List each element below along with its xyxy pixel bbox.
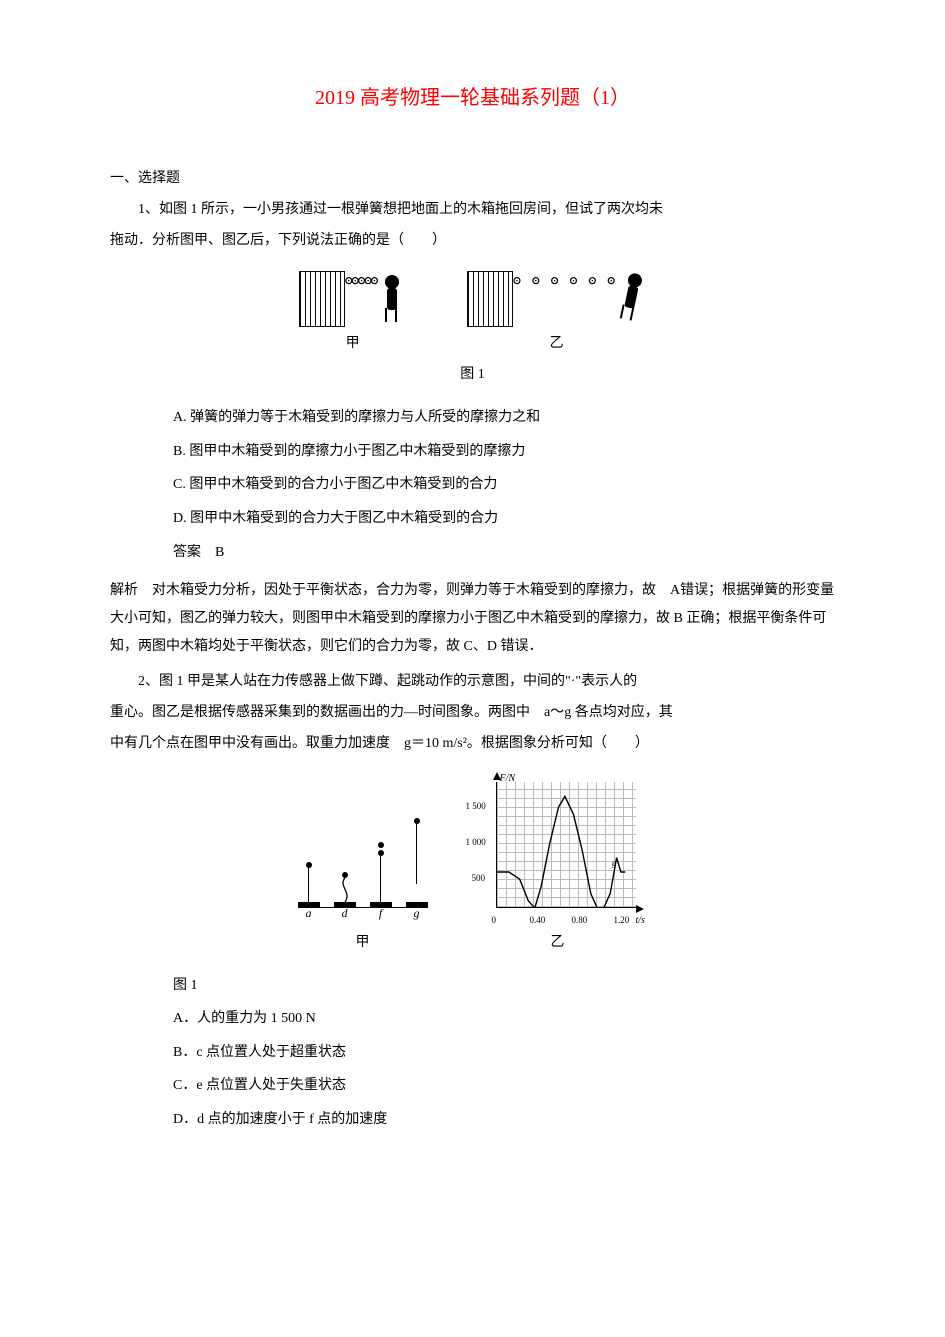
q2-text-2: 重心。图乙是根据传感器采集到的数据画出的力—时间图象。两图中 a～g 各点均对应… [110, 698, 835, 729]
panel-jia-label: 甲 [298, 930, 428, 955]
panel-jia: a d f [298, 798, 428, 955]
xtick-0: 0 [492, 912, 497, 928]
q1-option-c: C. 图甲中木箱受到的合力小于图乙中木箱受到的合力 [110, 468, 835, 502]
xtick-3: 1.20 [614, 912, 630, 928]
figure-jia: ʘʘʘʘʘ 甲 [299, 271, 407, 356]
q1-text-1: 1、如图 1 所示，一小男孩通过一根弹簧想把地面上的木箱拖回房间，但试了两次均未 [110, 195, 835, 226]
jump-g: g [406, 818, 428, 907]
q2-text-3: 中有几个点在图甲中没有画出。取重力加速度 g＝10 m/s²。根据图象分析可知（… [110, 729, 835, 760]
section-header: 一、选择题 [110, 166, 835, 191]
q1-text-2: 拖动．分析图甲、图乙后，下列说法正确的是（ ） [110, 226, 835, 257]
xtick-1: 0.40 [530, 912, 546, 928]
crate-icon [299, 271, 345, 327]
child-icon [377, 275, 407, 323]
q1-option-a: A. 弹簧的弹力等于木箱受到的摩擦力与人所受的摩擦力之和 [110, 401, 835, 435]
spring-icon: ʘ ʘ ʘ ʘ ʘ ʘ [513, 274, 617, 288]
figure-yi: ʘ ʘ ʘ ʘ ʘ ʘ 乙 [467, 271, 647, 356]
q2-caption: 图 1 [110, 969, 835, 1003]
label-yi: 乙 [550, 331, 564, 356]
q2-option-a: A．人的重力为 1 500 N [110, 1002, 835, 1036]
q2-text-1: 2、图 1 甲是某人站在力传感器上做下蹲、起跳动作的示意图，中间的"·"表示人的 [110, 667, 835, 698]
q1-explanation: 解析 对木箱受力分析，因处于平衡状态，合力为零，则弹力等于木箱受到的摩擦力，故 … [110, 577, 835, 661]
xtick-2: 0.80 [572, 912, 588, 928]
ytick-0: 500 [472, 870, 486, 886]
crate-icon [467, 271, 513, 327]
q2-figure: a d f [110, 774, 835, 955]
ytick-1: 1 000 [466, 834, 486, 850]
q1-option-b: B. 图甲中木箱受到的摩擦力小于图乙中木箱受到的摩擦力 [110, 435, 835, 469]
ft-chart: F/N t/s 500 1 000 1 500 0 0.40 0.80 1.20 [468, 774, 648, 924]
svg-text:g: g [612, 858, 617, 868]
ytick-2: 1 500 [466, 798, 486, 814]
jump-a: a [298, 862, 320, 907]
q1-option-d: D. 图甲中木箱受到的合力大于图乙中木箱受到的合力 [110, 502, 835, 536]
question-1: 1、如图 1 所示，一小男孩通过一根弹簧想把地面上的木箱拖回房间，但试了两次均未… [110, 195, 835, 569]
q1-figure: ʘʘʘʘʘ 甲 ʘ ʘ ʘ ʘ ʘ ʘ 乙 图 1 [110, 271, 835, 387]
panel-yi-label: 乙 [468, 930, 648, 955]
page-title: 2019 高考物理一轮基础系列题（1） [110, 80, 835, 116]
spring-icon: ʘʘʘʘʘ [345, 274, 377, 288]
q1-answer: 答案 B [110, 536, 835, 570]
jump-f: f [370, 842, 392, 907]
panel-yi: F/N t/s 500 1 000 1 500 0 0.40 0.80 1.20 [468, 774, 648, 955]
child-icon [612, 270, 651, 323]
jump-d: d [334, 872, 356, 907]
q2-option-c: C．e 点位置人处于失重状态 [110, 1069, 835, 1103]
ft-curve: g [496, 782, 636, 908]
label-jia: 甲 [346, 331, 360, 356]
x-axis-title: t/s [636, 912, 645, 930]
q1-caption: 图 1 [110, 362, 835, 387]
q2-option-d: D．d 点的加速度小于 f 点的加速度 [110, 1103, 835, 1137]
q2-option-b: B．c 点位置人处于超重状态 [110, 1036, 835, 1070]
question-2: 2、图 1 甲是某人站在力传感器上做下蹲、起跳动作的示意图，中间的"·"表示人的… [110, 667, 835, 1137]
